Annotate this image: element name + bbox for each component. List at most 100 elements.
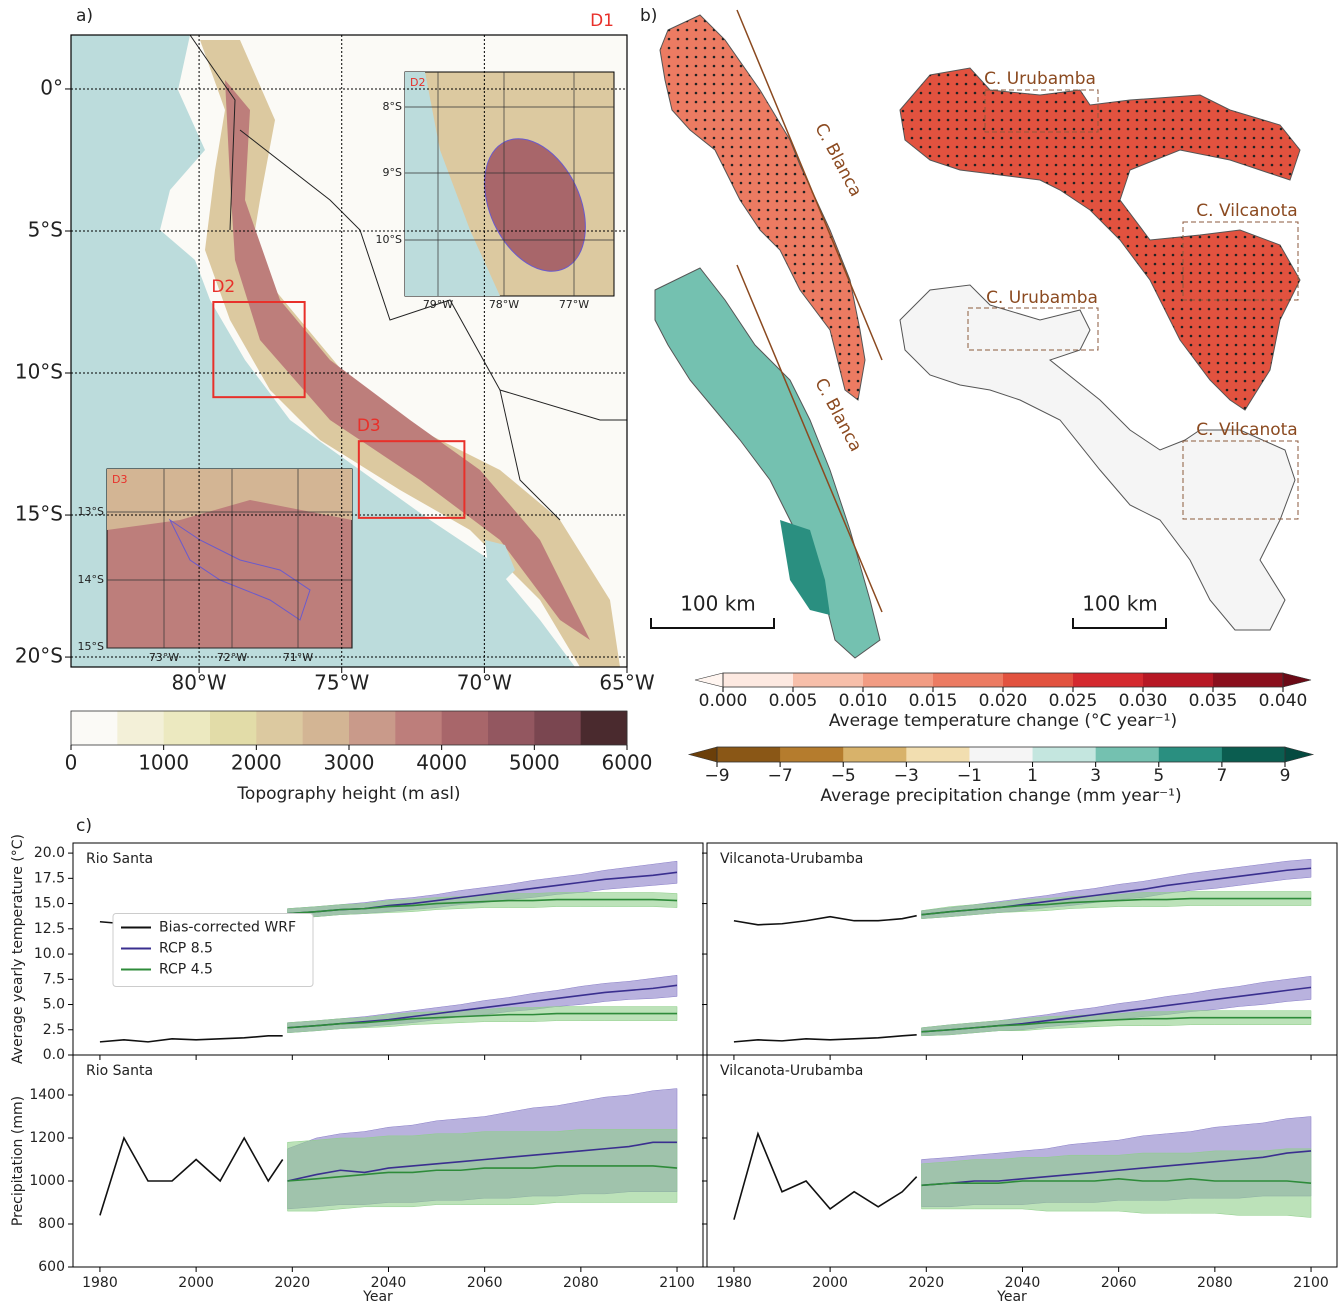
- colorbar-bin: [117, 711, 165, 745]
- x-tick-label: 2100: [1293, 1275, 1329, 1291]
- lat-tick-label: 0°: [40, 75, 63, 99]
- lat-tick-label: 5°S: [28, 217, 63, 241]
- colorbar-bin: [906, 747, 970, 762]
- box: [967, 307, 1099, 351]
- colorbar-tick-label: 5000: [509, 751, 560, 775]
- y-tick-label: 20.0: [34, 845, 65, 861]
- y-tick-label: 0.0: [43, 1047, 65, 1063]
- x-tick-label: 1980: [82, 1275, 118, 1291]
- inset-lat-label: 9°S: [383, 166, 402, 179]
- colorbar-tick-label: 0.040: [1259, 691, 1308, 711]
- dashed-boxes: [967, 89, 1299, 520]
- y-tick-label: 12.5: [34, 921, 65, 937]
- inset-basin: [168, 518, 311, 621]
- chart-title: Vilcanota-Urubamba: [720, 1063, 863, 1079]
- colorbar-tick-label: 1000: [138, 751, 189, 775]
- box: [1182, 221, 1299, 301]
- inset-lat-label: 13°S: [78, 505, 104, 518]
- domain-box: [212, 301, 306, 399]
- inset-lon-label: 77°W: [559, 298, 589, 311]
- lon-tick-label: 65°W: [599, 671, 654, 695]
- line: [921, 1178, 1312, 1187]
- colorbar-bin: [1143, 673, 1214, 687]
- legend-label: Bias-corrected WRF: [159, 920, 296, 936]
- basin-precip-santa: [654, 267, 881, 659]
- band: [921, 891, 1312, 919]
- colorbar-over: [1284, 746, 1315, 763]
- colorbar-frame: [716, 746, 1286, 763]
- chart-title: Rio Santa: [86, 851, 153, 867]
- colorbar-over: [1282, 672, 1312, 688]
- x-tick-label: 2040: [371, 1275, 407, 1291]
- y-tick-label: 5.0: [43, 997, 65, 1013]
- inset-lon-label: 78°W: [489, 298, 519, 311]
- lat-tick-label: 20°S: [15, 644, 63, 668]
- colorbar-bin: [488, 711, 535, 745]
- region-label: C. Urubamba: [984, 69, 1096, 89]
- x-axis-label: Year: [996, 1289, 1027, 1305]
- line: [921, 1016, 1312, 1033]
- band: [921, 1148, 1312, 1218]
- y-axis-label: Average yearly temperature (°C): [10, 834, 26, 1064]
- colorbar-tick-label: 2000: [231, 751, 282, 775]
- legend-label: RCP 4.5: [159, 962, 213, 978]
- colorbar-bin: [969, 747, 1034, 762]
- y-tick-label: 15.0: [34, 896, 65, 912]
- lon-tick-label: 70°W: [457, 671, 512, 695]
- x-axis-label: Year: [362, 1289, 393, 1305]
- colorbar-bin: [71, 711, 118, 745]
- colorbar-tick-label: 4000: [416, 751, 467, 775]
- colorbar-bin: [534, 711, 582, 745]
- colorbar-tick-label: 0.025: [1049, 691, 1098, 711]
- x-tick-label: 2100: [659, 1275, 695, 1291]
- colorbar-bin: [717, 747, 781, 762]
- colorbar-bin: [441, 711, 489, 745]
- y-tick-label: 1200: [29, 1130, 65, 1146]
- x-tick-label: 2080: [563, 1275, 599, 1291]
- band: [287, 1129, 678, 1212]
- domain-label: D1: [590, 11, 614, 31]
- colorbar-under: [694, 672, 724, 688]
- region-label: C. Blanca: [810, 120, 865, 200]
- y-tick-label: 17.5: [34, 870, 65, 886]
- colorbar-tick-label: 0: [65, 751, 78, 775]
- colorbar-bin: [580, 711, 628, 745]
- inset-lat-label: 8°S: [383, 100, 402, 113]
- colorbar-tick-label: 0.020: [979, 691, 1028, 711]
- colorbar-bin: [1073, 673, 1144, 687]
- box: [1182, 440, 1299, 520]
- line: [921, 1150, 1312, 1187]
- x-tick-label: 2020: [908, 1275, 944, 1291]
- colorbar-tick-label: −5: [831, 766, 856, 786]
- colorbar-tick-label: 5: [1153, 766, 1164, 786]
- panel-label: b): [640, 6, 657, 26]
- region-label: C. Vilcanota: [1196, 201, 1297, 221]
- colorbar-title: Topography height (m asl): [236, 784, 460, 804]
- line: [287, 1012, 678, 1029]
- band: [921, 1010, 1312, 1037]
- lon-tick-label: 75°W: [314, 671, 369, 695]
- chart-title: Rio Santa: [86, 1063, 153, 1079]
- line: [287, 1141, 678, 1182]
- colorbar-tick-label: 7: [1216, 766, 1227, 786]
- colorbar-tick-label: 9: [1280, 766, 1291, 786]
- y-tick-label: 600: [38, 1259, 65, 1275]
- x-tick-label: 2060: [1101, 1275, 1137, 1291]
- colorbar-tick-label: 0.030: [1119, 691, 1168, 711]
- domain-box-label: D3: [357, 416, 381, 436]
- band: [287, 892, 678, 919]
- y-tick-label: 1000: [29, 1173, 65, 1189]
- x-tick-label: 2000: [178, 1275, 214, 1291]
- x-tick-label: 2000: [812, 1275, 848, 1291]
- colorbar-bin: [933, 673, 1004, 687]
- colorbar-bin: [863, 673, 934, 687]
- x-tick-label: 2080: [1197, 1275, 1233, 1291]
- lat-tick-label: 15°S: [15, 502, 63, 526]
- box: [984, 89, 1099, 133]
- significance: [660, 15, 865, 400]
- colorbar-tick-label: 3: [1090, 766, 1101, 786]
- colorbar-bin: [1221, 747, 1286, 762]
- scale-bar: [650, 618, 1167, 629]
- colorbar-tick-label: −3: [894, 766, 919, 786]
